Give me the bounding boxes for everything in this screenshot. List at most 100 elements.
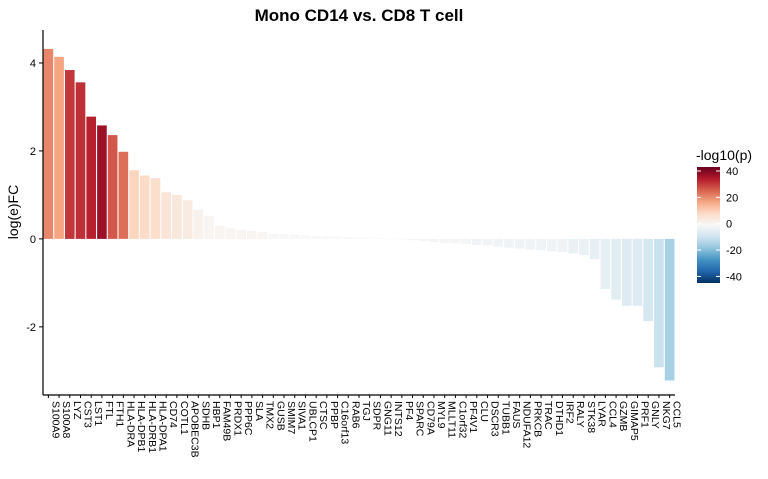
bar-CCL4 — [600, 238, 611, 290]
bar-CST3 — [75, 82, 86, 239]
bar-HBP1 — [204, 216, 214, 239]
x-tick-label: INTS12 — [392, 401, 404, 437]
bar-CTSC — [311, 235, 321, 239]
x-tick-label: MYL9 — [435, 401, 447, 429]
x-tick-label: RALY — [574, 401, 586, 428]
bar-S100A9 — [43, 48, 54, 239]
x-tick-label: SPARC — [414, 401, 426, 437]
chart-title: Mono CD14 vs. CD8 T cell — [255, 6, 464, 25]
bar-SLA — [247, 230, 257, 239]
bar-HLA-DPA1 — [150, 178, 161, 239]
bar-SPARC — [407, 238, 418, 241]
bar-GNG11 — [375, 238, 386, 240]
x-tick-label: TGJ — [360, 401, 372, 421]
legend-tick-label: 40 — [726, 166, 738, 178]
x-tick-label: PPP6C — [242, 401, 254, 436]
x-tick-label: C16orf13 — [339, 401, 351, 444]
bar-TUBB1 — [493, 238, 504, 247]
x-tick-label: CD74 — [167, 401, 179, 428]
x-tick-label: DSCR3 — [489, 401, 501, 437]
bar-TRAC — [536, 238, 546, 251]
bar-PF4 — [397, 238, 407, 240]
legend-title: -log10(p) — [696, 147, 752, 163]
y-tick-label: 4 — [30, 58, 36, 70]
x-tick-label: CCL4 — [606, 401, 618, 428]
x-tick-label: TUBB1 — [499, 401, 511, 435]
x-tick-label: APOBEC3B — [189, 401, 201, 458]
bar-GNLY — [643, 238, 654, 322]
x-tick-label: FTL — [103, 401, 115, 420]
bar-S100A8 — [54, 56, 64, 239]
x-tick-label: HLA-DRB1 — [146, 401, 158, 453]
legend-ticks: 40 20 0 -20 -40 — [697, 166, 742, 283]
bar-GUSB — [268, 233, 279, 239]
bar-IRF2 — [557, 238, 568, 253]
x-tick-label: DTHD1 — [553, 401, 565, 436]
bar-GZMB — [611, 238, 621, 300]
bar-HLA-DRA — [118, 151, 129, 239]
legend-tick-label: 0 — [726, 219, 732, 231]
bar-HLA-DPB1 — [129, 170, 139, 239]
y-tick-label: -2 — [26, 322, 36, 334]
bar-PF4V1 — [461, 238, 471, 245]
x-tick-label: HBP1 — [210, 401, 222, 429]
bar-PPBP — [322, 236, 332, 239]
bar-STK38 — [579, 238, 589, 256]
x-tick-label: NDUFA12 — [521, 401, 533, 448]
x-tick-label: STK38 — [585, 401, 597, 433]
x-tick-label: FAM49B — [221, 401, 233, 441]
x-tick-label: CLU — [478, 401, 490, 422]
x-tick-label: FTH1 — [114, 401, 126, 427]
bar-CCL5 — [664, 238, 675, 381]
x-tick-label: HLA-DPB1 — [135, 401, 147, 453]
x-tick-label: FAUS — [510, 401, 522, 428]
bar-PRF1 — [632, 238, 643, 306]
x-tick-label: HLA-DPA1 — [156, 401, 168, 452]
bar-LYAR — [589, 238, 600, 260]
bar-MLLT11 — [439, 238, 450, 243]
bar-C1orf32 — [450, 238, 461, 244]
x-axis: S100A9S100A8LYZCST3LST1FTLFTH1HLA-DRAHLA… — [43, 394, 683, 458]
bar-CD79A — [418, 238, 429, 242]
bar-HLA-DRB1 — [139, 175, 150, 239]
bar-DSCR3 — [482, 238, 493, 246]
x-tick-label: GNLY — [649, 401, 661, 429]
y-axis-label: log(e)FC — [5, 185, 21, 239]
bar-LYZ — [64, 70, 75, 239]
bar-NKG7 — [654, 238, 664, 368]
x-tick-label: SLA — [253, 401, 265, 421]
bar-SIVA1 — [289, 234, 300, 239]
legend-colorbar — [697, 167, 720, 283]
y-axis: -2 0 2 4 — [26, 30, 44, 395]
legend-tick-label: 20 — [726, 192, 738, 204]
bar-GIMAP5 — [621, 238, 632, 306]
x-tick-label: PRDX1 — [231, 401, 243, 436]
x-tick-label: COTL1 — [178, 401, 190, 435]
x-tick-label: UBLCP1 — [306, 401, 318, 442]
x-tick-label: LYAR — [596, 401, 608, 427]
bar-FAM49B — [214, 225, 225, 239]
x-tick-label: SIVA1 — [296, 401, 308, 430]
x-tick-label: CCL5 — [671, 401, 683, 428]
bar-TGJ — [354, 237, 364, 239]
x-tick-label: LYZ — [71, 401, 83, 420]
bar-INTS12 — [386, 238, 396, 240]
bar-CD74 — [161, 192, 172, 239]
x-tick-label: PRF1 — [639, 401, 651, 428]
x-tick-label: SDPR — [371, 401, 383, 431]
bar-FTH1 — [107, 135, 118, 239]
bar-UBLCP1 — [300, 235, 311, 239]
x-tick-label: NKG7 — [660, 401, 672, 430]
x-tick-label: GZMB — [617, 401, 629, 431]
y-tick-label: 2 — [30, 146, 36, 158]
x-tick-label: CTSC — [317, 401, 329, 430]
bars-layer — [43, 48, 675, 381]
x-tick-label: TMX2 — [264, 401, 276, 429]
x-tick-label: PF4V1 — [467, 401, 479, 433]
x-tick-label: GNG11 — [381, 401, 393, 436]
x-tick-label: CST3 — [81, 401, 93, 428]
bar-RALY — [568, 238, 579, 254]
legend-tick-label: -20 — [726, 245, 742, 257]
bar-PRKCB — [525, 238, 536, 250]
